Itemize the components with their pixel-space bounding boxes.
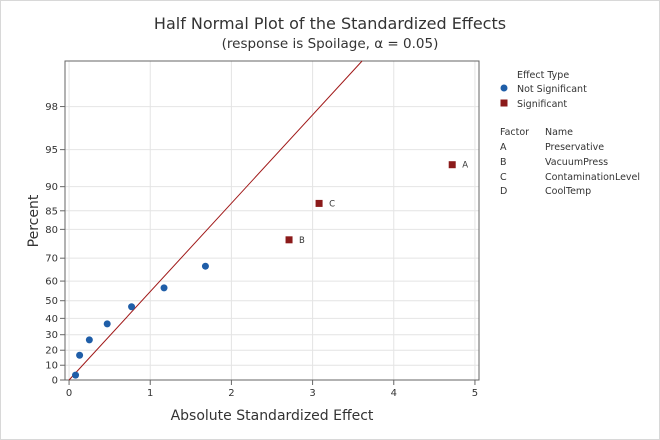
y-tick-label-40: 40 <box>45 314 58 325</box>
point-significant-B <box>285 236 293 244</box>
x-tick-label-2: 2 <box>228 388 234 399</box>
x-tick-label-1: 1 <box>147 388 153 399</box>
factor-c-name: ContaminationLevel <box>545 172 640 183</box>
legend: Effect Type Not Significant Significant <box>500 70 587 110</box>
y-tick-label-95: 95 <box>45 145 58 156</box>
factor-header: Factor <box>500 127 529 138</box>
factor-c: C <box>500 172 507 183</box>
y-tick-label-20: 20 <box>45 346 58 357</box>
x-axis-label: Absolute Standardized Effect <box>171 408 374 424</box>
point-not-significant-6 <box>160 284 168 292</box>
chart-subtitle: (response is Spoilage, α = 0.05) <box>222 36 439 52</box>
legend-title: Effect Type <box>517 70 569 81</box>
point-label-C: C <box>329 199 335 209</box>
y-tick-label-98: 98 <box>45 102 58 113</box>
factor-b: B <box>500 157 507 168</box>
factor-b-name: VacuumPress <box>545 157 608 168</box>
y-tick-label-60: 60 <box>45 277 58 288</box>
point-not-significant-2 <box>76 351 84 359</box>
legend-label-significant: Significant <box>517 99 567 110</box>
legend-label-not-significant: Not Significant <box>517 84 587 95</box>
factor-d-name: CoolTemp <box>545 186 591 197</box>
plot-area <box>64 60 480 381</box>
y-tick-label-80: 80 <box>45 225 58 236</box>
y-tick-label-85: 85 <box>45 206 58 217</box>
x-axis: 0 1 2 3 4 5 <box>66 380 478 399</box>
name-header: Name <box>545 127 573 138</box>
point-label-B: B <box>299 236 305 246</box>
legend-marker-not-significant <box>500 84 508 92</box>
factor-d: D <box>500 186 507 197</box>
data-points: B C A <box>72 161 468 379</box>
point-significant-C <box>315 199 323 207</box>
point-not-significant-1 <box>72 371 80 379</box>
y-tick-label-90: 90 <box>45 182 58 193</box>
y-tick-label-30: 30 <box>45 330 58 341</box>
chart-title: Half Normal Plot of the Standardized Eff… <box>154 14 506 33</box>
reference-line-group <box>68 60 363 381</box>
y-tick-label-10: 10 <box>45 361 58 372</box>
y-tick-label-70: 70 <box>45 254 58 265</box>
gridlines <box>65 61 479 381</box>
x-tick-label-4: 4 <box>391 388 397 399</box>
y-axis: 0 10 20 30 40 50 60 70 80 85 90 95 98 <box>45 102 65 387</box>
y-axis-label: Percent <box>26 194 42 247</box>
factor-a: A <box>500 142 507 153</box>
factor-table: Factor Name A Preservative B VacuumPress… <box>500 127 640 197</box>
point-not-significant-7 <box>201 262 209 270</box>
point-label-A: A <box>462 161 468 171</box>
factor-a-name: Preservative <box>545 142 604 153</box>
point-not-significant-4 <box>103 320 111 328</box>
y-tick-label-50: 50 <box>45 296 58 307</box>
x-tick-label-5: 5 <box>472 388 478 399</box>
x-tick-label-0: 0 <box>66 388 72 399</box>
reference-line <box>68 60 363 381</box>
point-not-significant-5 <box>128 303 136 311</box>
point-significant-A <box>448 161 456 169</box>
legend-marker-significant <box>500 99 508 107</box>
x-tick-label-3: 3 <box>309 388 315 399</box>
y-tick-label-0: 0 <box>52 376 58 387</box>
point-not-significant-3 <box>85 336 93 344</box>
